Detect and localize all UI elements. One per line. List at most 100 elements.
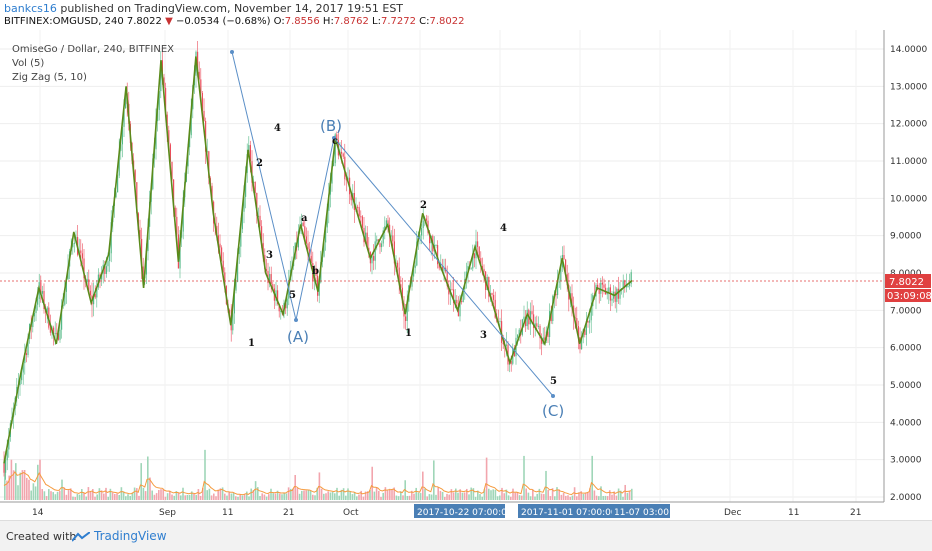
volume-bar xyxy=(367,491,369,500)
price-tick: 10.0000 xyxy=(890,194,927,204)
candle-body xyxy=(571,293,573,306)
candle-body xyxy=(168,130,170,145)
volume-bar xyxy=(569,496,571,500)
candle-body xyxy=(120,144,122,151)
volume-bar xyxy=(28,479,30,500)
candle-body xyxy=(197,51,199,72)
username-link[interactable]: bankcs16 xyxy=(4,2,57,15)
price-chart[interactable]: (B) (A) (C) 1 2 3 4 5 a b c 1 2 3 4 5 2.… xyxy=(0,30,932,520)
candle-body xyxy=(304,226,306,237)
volume-bar xyxy=(545,470,547,500)
volume-bar xyxy=(43,491,46,500)
volume-bar xyxy=(595,495,598,500)
volume-bar xyxy=(94,496,96,500)
candle-body xyxy=(217,235,219,244)
candle-body xyxy=(248,145,250,155)
candle-body xyxy=(397,262,399,268)
wave-point xyxy=(551,394,555,398)
volume-bar xyxy=(10,459,13,500)
candle-body xyxy=(177,234,179,269)
candle-body xyxy=(136,182,138,214)
candle-body xyxy=(310,255,312,264)
candle-body xyxy=(5,460,7,473)
volume-bar xyxy=(510,496,512,500)
candle-body xyxy=(374,241,376,261)
candle-body xyxy=(40,282,42,294)
candle-body xyxy=(107,261,109,267)
candle-body xyxy=(280,310,282,312)
time-tick: 11 xyxy=(788,508,799,518)
candle-body xyxy=(211,185,213,202)
candle-body xyxy=(499,321,501,323)
tradingview-link[interactable]: TradingView xyxy=(72,529,167,543)
volume-bar xyxy=(314,495,316,500)
time-tick: 11 xyxy=(222,508,233,518)
candle-body xyxy=(277,290,279,304)
volume-bar xyxy=(334,493,336,500)
volume-bar xyxy=(525,488,527,500)
volume-bar xyxy=(116,493,118,500)
volume-bar xyxy=(441,491,444,500)
volume-bar xyxy=(107,496,109,500)
footer-bar: Created with TradingView xyxy=(0,520,932,551)
publish-text: published on TradingView.com, November 1… xyxy=(56,2,404,15)
candle-body xyxy=(357,206,359,208)
time-highlight xyxy=(612,504,670,518)
volume-bar xyxy=(142,487,145,500)
volume-bar xyxy=(411,490,413,500)
volume-bar xyxy=(400,491,402,500)
volume-bar xyxy=(316,487,318,500)
candle-body xyxy=(523,316,525,320)
candle-body xyxy=(305,236,307,244)
volume-bar xyxy=(536,493,538,500)
candle-body xyxy=(165,87,167,115)
volume-bar xyxy=(109,488,112,500)
time-highlight xyxy=(518,504,612,518)
volume-bar xyxy=(378,490,380,500)
volume-bar xyxy=(305,490,307,500)
countdown-tag-text: 03:09:08 xyxy=(887,291,932,302)
volume-bar xyxy=(133,487,136,500)
candle-body xyxy=(381,243,383,248)
candle-body xyxy=(73,242,75,244)
volume-bar xyxy=(395,495,398,500)
candle-body xyxy=(368,247,370,253)
candle-body xyxy=(627,286,629,288)
wave-point xyxy=(294,318,298,322)
wave-line-abc xyxy=(231,51,554,397)
volume-bar xyxy=(336,487,338,500)
candle-body xyxy=(405,316,407,322)
volume-bar xyxy=(380,496,382,500)
wave-num-5: 5 xyxy=(289,290,296,301)
volume-bar xyxy=(477,490,479,500)
candle-body xyxy=(617,288,619,299)
volume-bar xyxy=(92,489,94,500)
candle-body xyxy=(473,253,475,259)
candle-body xyxy=(358,207,360,217)
candle-body xyxy=(541,338,543,344)
volume-bar xyxy=(433,460,435,500)
candle-body xyxy=(525,316,527,327)
volume-bar xyxy=(615,495,618,500)
candle-body xyxy=(448,285,450,295)
volume-bar xyxy=(439,490,442,500)
candle-body xyxy=(94,293,96,298)
volume-bar xyxy=(186,494,189,500)
volume-bar xyxy=(158,490,160,500)
volume-bar xyxy=(188,494,191,500)
candle-body xyxy=(606,292,608,295)
candle-body xyxy=(494,299,496,318)
candle-body xyxy=(589,320,591,323)
time-tick: 21 xyxy=(850,508,861,518)
volume-bar xyxy=(162,488,164,500)
candle-body xyxy=(181,231,183,238)
candle-body xyxy=(25,353,27,355)
volume-bar xyxy=(81,489,83,500)
wave-letter-a: a xyxy=(301,213,308,224)
candle-body xyxy=(454,299,456,304)
volume-bar xyxy=(125,496,127,500)
volume-bar xyxy=(103,493,105,500)
volume-bar xyxy=(622,496,624,500)
volume-bar xyxy=(466,488,468,500)
volume-bar xyxy=(221,487,224,500)
